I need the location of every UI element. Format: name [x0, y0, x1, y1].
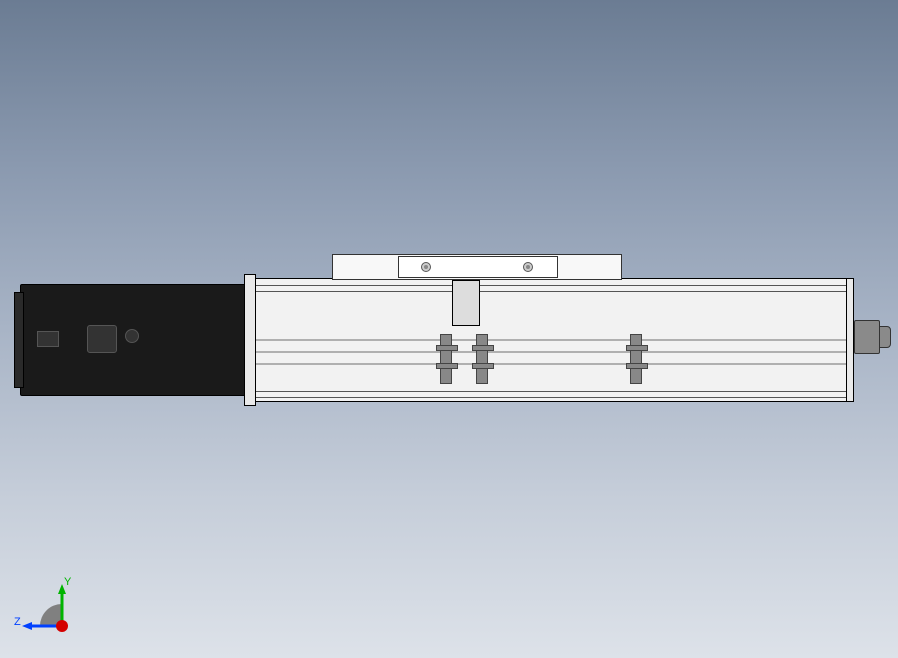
view-triad[interactable]: Y Z	[22, 580, 82, 640]
z-axis-arrow	[22, 622, 32, 630]
y-axis-label: Y	[64, 576, 71, 588]
body-edge-bot-2	[251, 397, 851, 398]
carriage-tab	[452, 280, 480, 326]
triad-origin	[56, 620, 68, 632]
carriage-bolt-1	[421, 262, 431, 272]
motor-end-cap	[14, 292, 24, 388]
bracket-2	[476, 334, 488, 384]
triad-svg	[22, 580, 82, 640]
actuator-body	[250, 278, 850, 402]
carriage-plate-inner	[398, 256, 558, 278]
motor-port	[87, 325, 117, 353]
body-groove-2	[255, 351, 847, 353]
body-edge-bot	[251, 391, 851, 392]
cad-viewport[interactable]: Y Z	[0, 0, 898, 658]
end-connector	[854, 320, 880, 354]
end-connector-tip	[879, 326, 891, 348]
motor-port-2	[125, 329, 139, 343]
bracket-1	[440, 334, 452, 384]
motor-housing	[20, 284, 250, 396]
mount-flange	[244, 274, 256, 406]
end-plate	[846, 278, 854, 402]
body-edge-top	[251, 285, 851, 286]
body-groove-3	[255, 363, 847, 365]
z-axis-label: Z	[14, 616, 21, 628]
bracket-3	[630, 334, 642, 384]
carriage-bolt-2	[523, 262, 533, 272]
body-edge-top-2	[251, 291, 851, 292]
body-groove-1	[255, 339, 847, 341]
cad-model	[0, 0, 898, 658]
motor-slot	[37, 331, 59, 347]
